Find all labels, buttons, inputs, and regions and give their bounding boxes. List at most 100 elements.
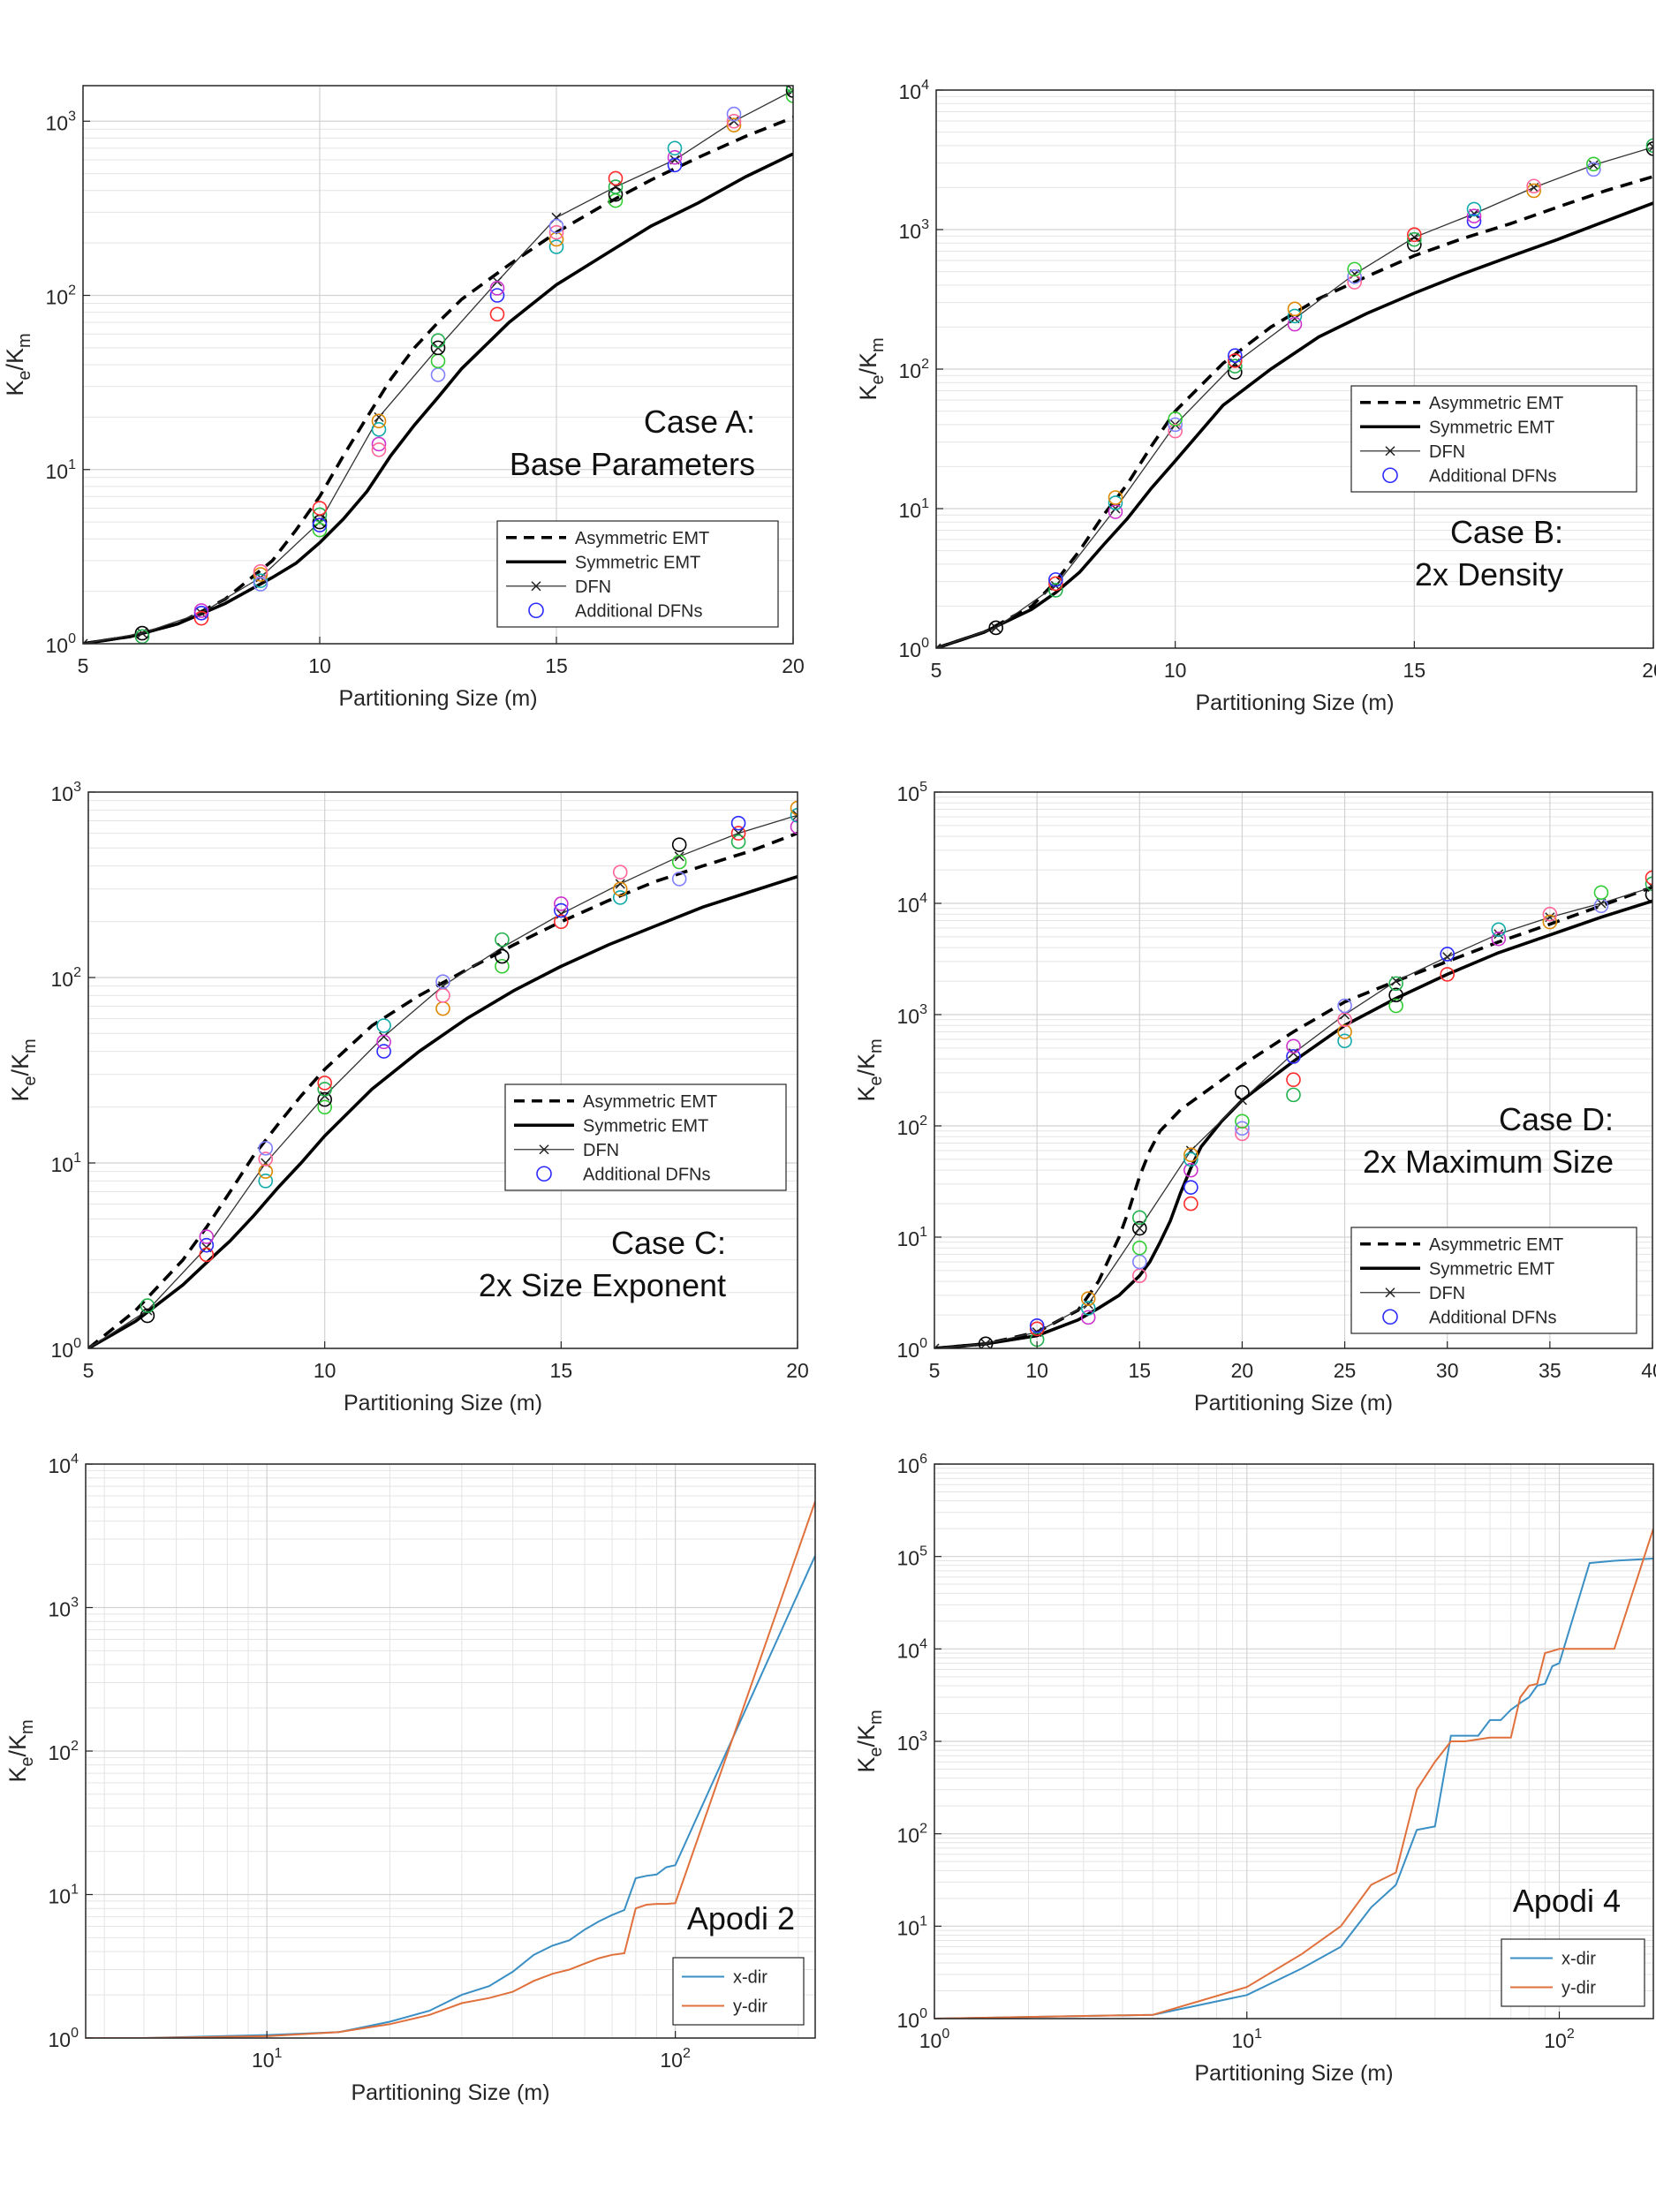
legend-label: y-dir <box>733 1997 768 2017</box>
legend-label: x-dir <box>1561 1950 1596 1969</box>
y-tick-label: 101 <box>897 1225 928 1250</box>
y-tick-label: 101 <box>46 457 77 483</box>
y-tick-label: 102 <box>897 1114 928 1139</box>
y-tick-label: 104 <box>49 1452 79 1477</box>
x-tick-label: 10 <box>1164 659 1187 682</box>
x-axis-label: Partitioning Size (m) <box>1194 2061 1393 2086</box>
legend: x-dir y-dir <box>1501 1939 1645 2006</box>
y-tick-label: 100 <box>51 1336 82 1362</box>
y-tick-label: 102 <box>49 1739 79 1764</box>
legend-label: Symmetric EMT <box>1429 418 1554 437</box>
annotation-line: 2x Maximum Size <box>1363 1144 1614 1180</box>
y-tick-label: 102 <box>897 1822 928 1847</box>
y-tick-label: 101 <box>899 496 930 522</box>
x-axis-label: Partitioning Size (m) <box>1195 691 1394 715</box>
x-tick-label: 25 <box>1334 1359 1357 1382</box>
x-tick-label: 40 <box>1641 1359 1656 1382</box>
x-tick-label: 15 <box>1128 1359 1151 1382</box>
x-tick-label: 15 <box>545 654 568 677</box>
annotation-line: Apodi 2 <box>687 1900 795 1936</box>
y-tick-label: 105 <box>897 780 928 805</box>
x-tick-label: 5 <box>83 1359 95 1382</box>
x-axis-label: Partitioning Size (m) <box>344 1391 542 1416</box>
y-tick-label: 103 <box>49 1596 79 1621</box>
x-tick-label: 20 <box>1231 1359 1254 1382</box>
x-tick-label: 15 <box>550 1359 573 1382</box>
y-axis-label: Ke/Km <box>4 1719 37 1782</box>
x-axis-label: Partitioning Size (m) <box>351 2080 549 2105</box>
y-tick-label: 100 <box>897 2006 928 2032</box>
legend-label: Symmetric EMT <box>583 1116 708 1136</box>
annotation-line: Apodi 4 <box>1513 1883 1621 1919</box>
y-axis-label: Ke/Km <box>853 1038 886 1101</box>
legend-label: y-dir <box>1561 1979 1596 1998</box>
legend-label: Asymmetric EMT <box>1429 1235 1563 1255</box>
x-tick-label: 101 <box>252 2046 283 2072</box>
chart-panel-apodi2: 101 102 100 101 102 103 104 Partitioning Size (… <box>4 1452 815 2105</box>
plot-area <box>88 792 798 1348</box>
y-tick-label: 106 <box>897 1452 928 1477</box>
y-tick-label: 103 <box>897 1002 928 1028</box>
y-tick-label: 100 <box>49 2026 79 2051</box>
x-tick-label: 5 <box>931 659 942 682</box>
case-annotation: Apodi 4 <box>1513 1883 1621 1919</box>
y-axis-label: Ke/Km <box>7 1038 40 1101</box>
y-tick-label: 105 <box>897 1544 928 1570</box>
y-axis-label: Ke/Km <box>2 333 34 396</box>
y-tick-label: 100 <box>899 636 930 661</box>
y-tick-label: 103 <box>897 1729 928 1755</box>
annotation-line: Case D: <box>1499 1101 1614 1137</box>
legend-label: Asymmetric EMT <box>583 1092 717 1112</box>
case-annotation: Apodi 2 <box>687 1900 795 1936</box>
x-tick-label: 5 <box>929 1359 941 1382</box>
y-tick-label: 102 <box>46 283 77 309</box>
legend: Asymmetric EMT Symmetric EMT DFN Additional… <box>497 521 778 627</box>
y-tick-label: 104 <box>897 1636 928 1662</box>
legend-label: Additional DFNs <box>583 1165 711 1184</box>
x-tick-label: 5 <box>78 654 89 677</box>
y-tick-label: 102 <box>51 965 82 991</box>
chart-panel-d: 510152025303540100101102103104105Partiti… <box>853 780 1656 1416</box>
y-axis-label: Ke/Km <box>855 337 888 400</box>
annotation-line: Base Parameters <box>510 446 755 482</box>
y-tick-label: 101 <box>49 1883 79 1908</box>
x-tick-label: 35 <box>1539 1359 1561 1382</box>
legend-label: DFN <box>575 578 611 597</box>
x-tick-label: 15 <box>1403 659 1426 682</box>
y-tick-label: 101 <box>51 1151 82 1176</box>
x-tick-label: 101 <box>1232 2027 1263 2052</box>
annotation-line: Case A: <box>644 404 755 440</box>
y-tick-label: 103 <box>899 217 930 243</box>
annotation-line: 2x Size Exponent <box>479 1267 726 1303</box>
legend-label: DFN <box>1429 442 1465 462</box>
y-tick-label: 100 <box>46 631 77 657</box>
x-tick-label: 10 <box>314 1359 336 1382</box>
x-tick-label: 20 <box>786 1359 809 1382</box>
annotation-line: Case B: <box>1450 514 1563 550</box>
y-tick-label: 103 <box>51 780 82 805</box>
legend-label: Symmetric EMT <box>575 553 700 572</box>
y-tick-label: 103 <box>46 109 77 134</box>
y-tick-label: 100 <box>897 1336 928 1362</box>
legend-label: Asymmetric EMT <box>1429 394 1563 413</box>
chart-panel-b: 5101520100101102103104Partitioning Size … <box>855 78 1656 715</box>
chart-panel-c: 5 10 15 20 100 101 102 103 Partitioning Size (m)… <box>7 780 809 1416</box>
x-tick-label: 100 <box>919 2027 950 2052</box>
annotation-line: 2x Density <box>1415 556 1563 593</box>
x-tick-label: 102 <box>660 2046 691 2072</box>
legend-label: Asymmetric EMT <box>575 529 709 548</box>
y-tick-label: 101 <box>897 1914 928 1939</box>
y-tick-label: 104 <box>897 891 928 917</box>
x-tick-label: 10 <box>1025 1359 1048 1382</box>
legend-label: Additional DFNs <box>575 601 703 621</box>
x-tick-label: 10 <box>308 654 331 677</box>
legend-label: DFN <box>1429 1284 1465 1303</box>
annotation-line: Case C: <box>611 1225 726 1261</box>
